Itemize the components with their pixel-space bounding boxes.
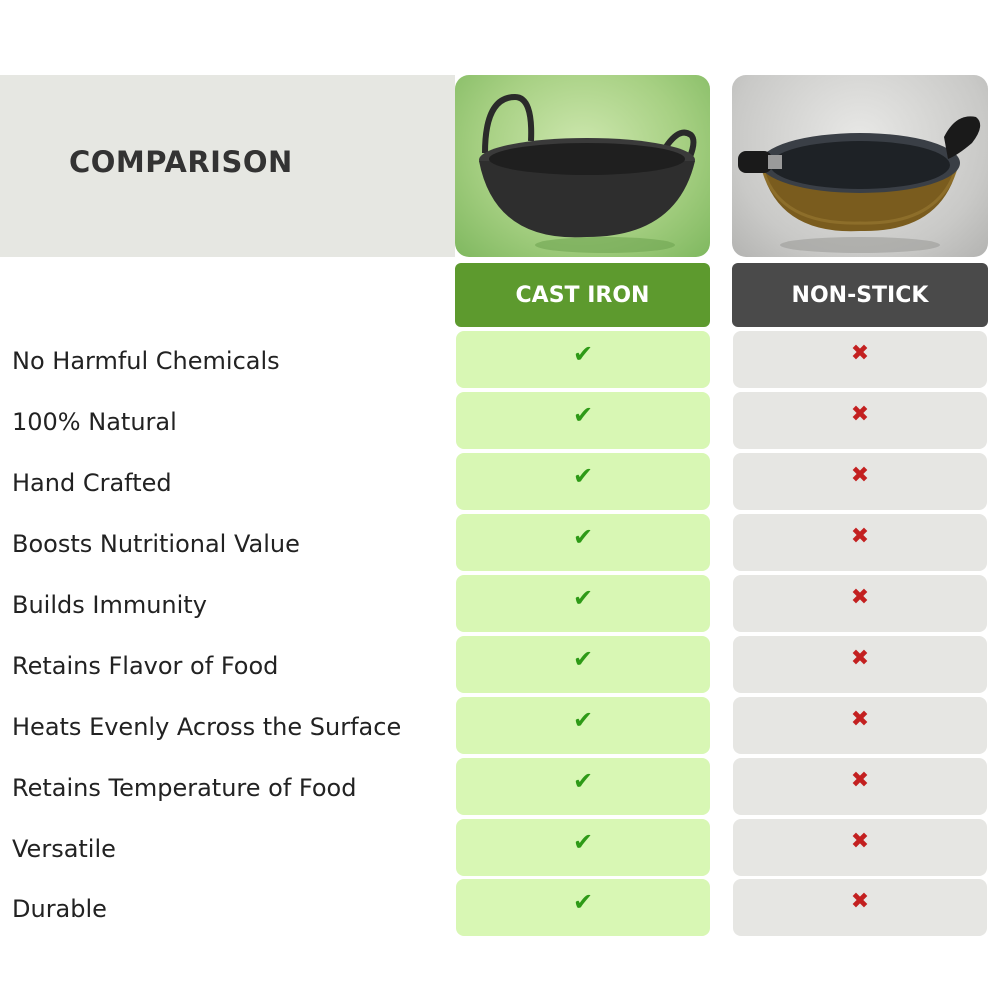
non-stick-cell: ✖ xyxy=(733,575,987,632)
column-header-non-stick: NON-STICK xyxy=(732,263,988,327)
non-stick-cell: ✖ xyxy=(733,636,987,693)
non-stick-cell: ✖ xyxy=(733,514,987,571)
cross-icon: ✖ xyxy=(850,768,870,793)
non-stick-cell: ✖ xyxy=(733,453,987,510)
cross-icon: ✖ xyxy=(850,829,870,854)
non-stick-image xyxy=(732,75,988,257)
check-icon: ✔ xyxy=(572,766,594,795)
cross-icon: ✖ xyxy=(850,402,870,427)
column-header-cast-iron: CAST IRON xyxy=(455,263,710,327)
cast-iron-cell: ✔ xyxy=(456,879,710,936)
check-icon: ✔ xyxy=(572,827,594,856)
cast-iron-cell: ✔ xyxy=(456,819,710,876)
non-stick-kadai-icon xyxy=(738,116,981,253)
cross-icon: ✖ xyxy=(850,341,870,366)
check-icon: ✔ xyxy=(572,887,594,916)
check-icon: ✔ xyxy=(572,400,594,429)
row-label: Builds Immunity xyxy=(12,591,207,619)
cast-iron-cell: ✔ xyxy=(456,636,710,693)
check-icon: ✔ xyxy=(572,339,594,368)
row-label: 100% Natural xyxy=(12,408,177,436)
cross-icon: ✖ xyxy=(850,585,870,610)
row-label: Retains Flavor of Food xyxy=(12,652,279,680)
row-label: Boosts Nutritional Value xyxy=(12,530,300,558)
check-icon: ✔ xyxy=(572,522,594,551)
check-icon: ✔ xyxy=(572,461,594,490)
row-label: Durable xyxy=(12,895,107,923)
cast-iron-image xyxy=(455,75,710,257)
non-stick-cell: ✖ xyxy=(733,819,987,876)
cross-icon: ✖ xyxy=(850,889,870,914)
header-band xyxy=(0,75,455,257)
row-label: Retains Temperature of Food xyxy=(12,774,357,802)
cast-iron-kadai-icon xyxy=(479,93,697,253)
row-label: Versatile xyxy=(12,835,116,863)
non-stick-cell: ✖ xyxy=(733,392,987,449)
cast-iron-cell: ✔ xyxy=(456,331,710,388)
non-stick-cell: ✖ xyxy=(733,879,987,936)
page-title: COMPARISON xyxy=(69,145,293,179)
check-icon: ✔ xyxy=(572,644,594,673)
check-icon: ✔ xyxy=(572,583,594,612)
cast-iron-cell: ✔ xyxy=(456,758,710,815)
cast-iron-cell: ✔ xyxy=(456,453,710,510)
cast-iron-cell: ✔ xyxy=(456,514,710,571)
cross-icon: ✖ xyxy=(850,524,870,549)
row-label: Hand Crafted xyxy=(12,469,172,497)
cast-iron-cell: ✔ xyxy=(456,575,710,632)
non-stick-cell: ✖ xyxy=(733,331,987,388)
row-label: No Harmful Chemicals xyxy=(12,347,280,375)
check-icon: ✔ xyxy=(572,705,594,734)
cross-icon: ✖ xyxy=(850,646,870,671)
row-label: Heats Evenly Across the Surface xyxy=(12,713,402,741)
non-stick-cell: ✖ xyxy=(733,697,987,754)
non-stick-cell: ✖ xyxy=(733,758,987,815)
cross-icon: ✖ xyxy=(850,707,870,732)
cast-iron-cell: ✔ xyxy=(456,392,710,449)
cast-iron-cell: ✔ xyxy=(456,697,710,754)
cross-icon: ✖ xyxy=(850,463,870,488)
